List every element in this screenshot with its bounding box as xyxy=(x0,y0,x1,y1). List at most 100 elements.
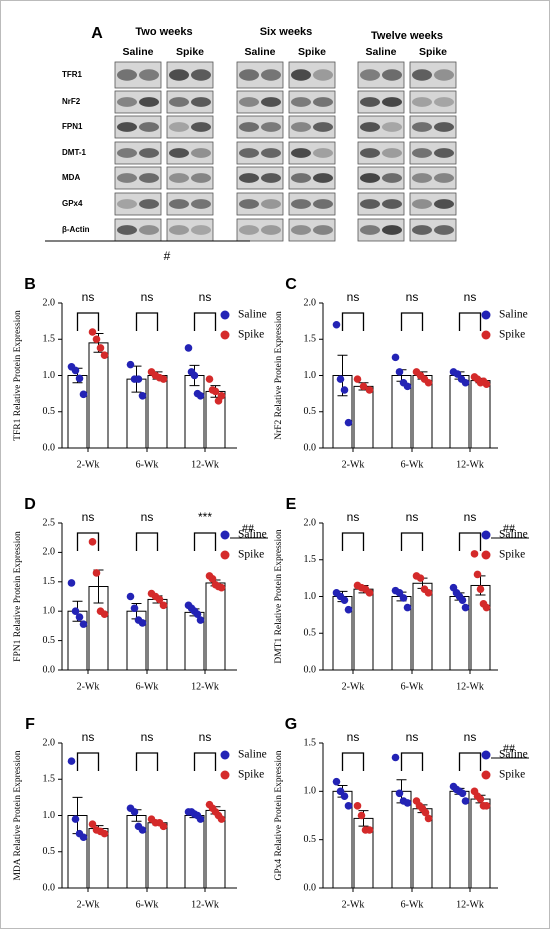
data-point xyxy=(424,814,433,823)
blot-strip xyxy=(409,115,457,139)
y-axis-label: TFR1 Relative Protein Expression xyxy=(13,310,23,441)
blot-strip xyxy=(114,141,162,165)
blot-strip xyxy=(236,166,284,190)
data-point xyxy=(130,808,139,816)
row-label: β-Actin xyxy=(62,225,90,234)
blot-strip xyxy=(409,218,457,242)
x-tick-label: 2-Wk xyxy=(77,681,100,692)
blot-band xyxy=(169,225,189,235)
group-title: Twelve weeks xyxy=(371,30,443,42)
data-point xyxy=(79,833,88,842)
data-point xyxy=(211,387,220,396)
blot-band xyxy=(191,122,211,132)
data-point xyxy=(353,375,362,383)
blot-strip xyxy=(166,192,214,216)
blot-band xyxy=(382,69,402,81)
row-label: GPx4 xyxy=(62,199,83,208)
y-axis-label: DMT1 Relative Protein Expression xyxy=(274,529,284,664)
blot-band xyxy=(291,69,311,81)
legend-label: Saline xyxy=(238,749,267,761)
blot-band xyxy=(191,225,211,235)
blot-band xyxy=(313,69,333,81)
significance-bracket xyxy=(193,312,217,331)
data-point xyxy=(205,375,214,383)
blot-strip xyxy=(288,218,336,242)
blot-band xyxy=(239,225,259,235)
data-point xyxy=(470,550,479,558)
blot-band xyxy=(139,199,159,209)
blot-panel: A Two weeks Saline Spike Six weeks Saline Spik… xyxy=(45,25,457,263)
data-point xyxy=(159,375,168,383)
y-tick-label: 2.0 xyxy=(304,517,317,528)
significance-bracket xyxy=(76,532,100,551)
legend-marker xyxy=(481,530,491,540)
x-tick-label: 2-Wk xyxy=(77,459,100,470)
data-point xyxy=(190,371,199,380)
data-point xyxy=(353,802,362,810)
y-tick-label: 0.5 xyxy=(304,406,317,417)
blot-band xyxy=(169,148,189,158)
blot-band xyxy=(169,199,189,209)
significance-label: ns xyxy=(347,290,360,304)
data-point xyxy=(395,789,404,798)
blot-band xyxy=(239,173,259,183)
blot-band xyxy=(117,122,137,132)
bar xyxy=(147,598,168,671)
blot-strip xyxy=(166,90,214,114)
y-axis-label: NrF2 Relative Protein Expression xyxy=(274,311,284,440)
significance-label: ns xyxy=(199,730,212,744)
blot-band xyxy=(382,199,402,209)
blot-strip xyxy=(236,218,284,242)
data-point xyxy=(159,601,168,610)
blot-band xyxy=(139,97,159,107)
panel-label: A xyxy=(91,25,103,42)
legend-marker xyxy=(481,310,491,320)
blot-band xyxy=(291,225,311,235)
significance-label: *** xyxy=(198,510,212,524)
significance-bracket xyxy=(135,532,159,551)
y-tick-label: 1.0 xyxy=(304,591,317,602)
significance-bracket xyxy=(76,312,100,331)
bar xyxy=(147,822,168,889)
data-point xyxy=(344,802,353,810)
panel-label: C xyxy=(285,276,297,293)
blot-band xyxy=(360,97,380,107)
significance-bracket xyxy=(341,532,365,551)
data-point xyxy=(71,815,80,823)
blot-band xyxy=(291,148,311,158)
data-point xyxy=(473,570,482,579)
blot-band xyxy=(261,148,281,158)
legend-marker xyxy=(481,750,491,760)
x-tick-label: 12-Wk xyxy=(191,459,219,470)
y-tick-label: 1.5 xyxy=(304,334,317,345)
blot-band xyxy=(139,148,159,158)
data-point xyxy=(365,826,374,834)
blot-band xyxy=(291,122,311,132)
row-label: FPN1 xyxy=(62,122,83,131)
blot-band xyxy=(382,97,402,107)
data-point xyxy=(126,360,135,369)
legend-marker xyxy=(220,530,230,540)
bar xyxy=(353,588,374,671)
data-point xyxy=(359,382,368,391)
y-tick-label: 0.5 xyxy=(43,406,56,417)
data-point xyxy=(217,583,226,592)
panel-label: G xyxy=(285,716,297,733)
blot-band xyxy=(382,148,402,158)
significance-label: ns xyxy=(141,290,154,304)
blot-band xyxy=(117,225,137,235)
significance-label: ns xyxy=(141,730,154,744)
blot-band xyxy=(412,173,432,183)
bar xyxy=(67,375,88,449)
data-point xyxy=(196,616,205,624)
data-point xyxy=(75,374,84,383)
blot-strip xyxy=(166,141,214,165)
data-point xyxy=(217,392,226,400)
significance-bracket xyxy=(341,312,365,331)
y-tick-label: 2.0 xyxy=(43,737,56,748)
blot-band xyxy=(382,122,402,132)
x-tick-label: 6-Wk xyxy=(401,681,424,692)
x-tick-label: 2-Wk xyxy=(342,899,365,910)
x-tick-label: 2-Wk xyxy=(342,681,365,692)
blot-band xyxy=(117,97,137,107)
